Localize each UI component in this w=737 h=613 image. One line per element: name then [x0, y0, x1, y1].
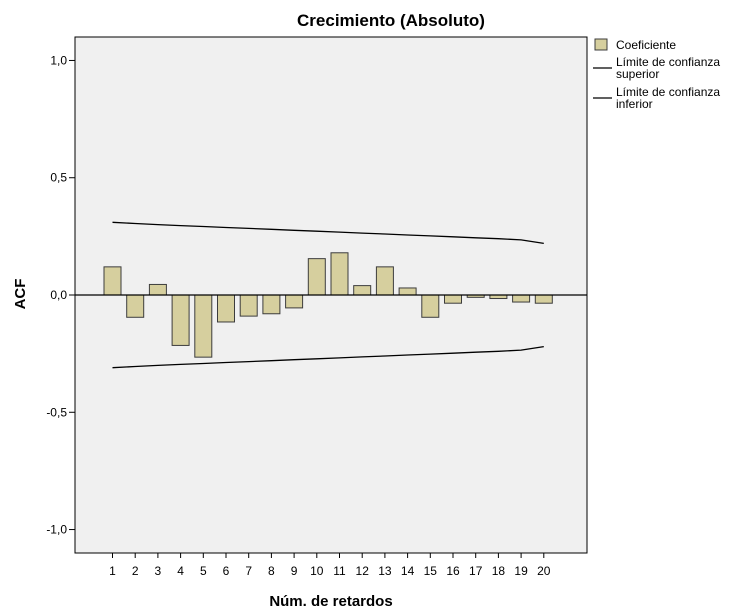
acf-bar: [398, 287, 417, 296]
acf-bar: [194, 294, 213, 358]
x-tick-label: 19: [514, 564, 528, 578]
x-tick-label: 18: [492, 564, 506, 578]
acf-bar: [148, 283, 167, 296]
acf-bar: [126, 294, 145, 318]
x-tick-label: 16: [446, 564, 460, 578]
acf-bar: [353, 285, 372, 296]
x-tick-label: 7: [245, 564, 252, 578]
y-axis: 1,0 0,5 0,0 -0,5 -1,0: [46, 53, 75, 537]
acf-bar: [375, 266, 394, 296]
legend-label-lower: Límite de confianza: [616, 85, 720, 99]
acf-bar: [239, 294, 258, 317]
legend-label-upper: Límite de confianza: [616, 55, 720, 69]
y-tick-label: 0,0: [50, 288, 67, 302]
legend-label-upper: superior: [616, 67, 659, 81]
y-axis-title: ACF: [12, 279, 29, 310]
legend-swatch-coeficiente: [594, 38, 608, 51]
x-tick-label: 4: [177, 564, 184, 578]
x-tick-label: 3: [155, 564, 162, 578]
x-tick-label: 12: [356, 564, 370, 578]
y-tick-label: -1,0: [46, 523, 67, 537]
chart-title: Crecimiento (Absoluto): [297, 11, 485, 30]
x-tick-label: 11: [333, 564, 346, 578]
x-tick-label: 15: [424, 564, 438, 578]
x-tick-label: 20: [537, 564, 551, 578]
y-tick-label: 1,0: [50, 53, 67, 67]
legend-label-coeficiente: Coeficiente: [616, 38, 676, 52]
x-axis: 1 2 3 4 5 6 7 8 9 10 11 12 13 14 15 16 17 18 19 20: [109, 553, 551, 578]
lower-confidence-line: [112, 345, 544, 369]
y-tick-label: -0,5: [46, 405, 67, 419]
acf-bar: [330, 252, 349, 296]
acf-bar: [534, 294, 553, 304]
x-tick-label: 6: [223, 564, 230, 578]
legend-label-lower: inferior: [616, 97, 653, 111]
x-tick-label: 17: [469, 564, 483, 578]
acf-bar: [217, 294, 235, 323]
acf-bar: [444, 294, 462, 304]
x-tick-label: 1: [109, 564, 116, 578]
y-tick-label: 0,5: [50, 171, 67, 185]
x-tick-label: 8: [268, 564, 275, 578]
x-tick-label: 9: [291, 564, 298, 578]
acf-bar: [421, 294, 440, 318]
x-tick-label: 13: [378, 564, 392, 578]
x-tick-label: 2: [132, 564, 139, 578]
acf-bar: [262, 294, 281, 315]
x-tick-label: 10: [310, 564, 324, 578]
acf-bar: [307, 258, 326, 296]
confidence-lines-group: [112, 221, 544, 369]
x-tick-label: 14: [401, 564, 415, 578]
x-tick-label: 5: [200, 564, 207, 578]
acf-bar: [512, 294, 531, 303]
acf-bar: [103, 266, 122, 296]
acf-bar: [285, 294, 304, 309]
x-axis-title: Núm. de retardos: [269, 593, 392, 610]
upper-confidence-line: [112, 221, 544, 245]
bars-group: [103, 252, 553, 358]
acf-bar: [171, 294, 190, 346]
